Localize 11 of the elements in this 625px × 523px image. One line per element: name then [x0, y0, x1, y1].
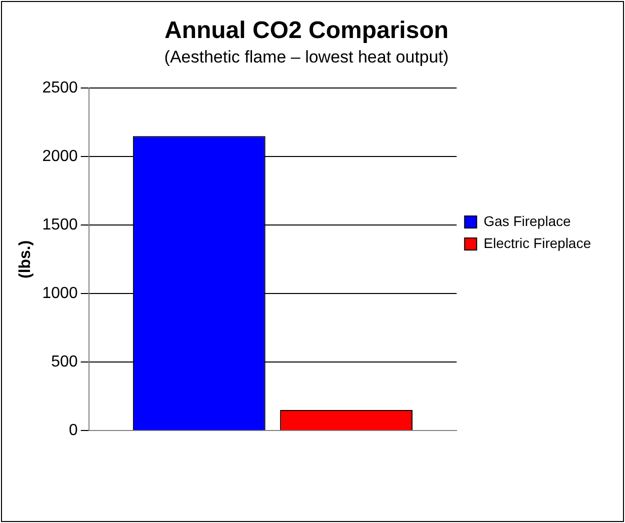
- legend-label: Gas Fireplace: [484, 212, 571, 229]
- y-tick-label: 2500: [42, 80, 78, 97]
- legend-label: Electric Fireplace: [484, 234, 592, 251]
- chart-subtitle: (Aesthetic flame – lowest heat output): [164, 48, 449, 67]
- y-tick-label: 2000: [42, 148, 78, 166]
- y-tick-label: 0: [68, 422, 78, 440]
- chart-title: Annual CO2 Comparison: [164, 17, 449, 44]
- y-tick-label: 500: [51, 354, 78, 371]
- y-tick-label: 1500: [42, 216, 78, 234]
- y-tick-label: 1000: [42, 285, 78, 302]
- y-axis-title: (lbs.): [17, 240, 34, 279]
